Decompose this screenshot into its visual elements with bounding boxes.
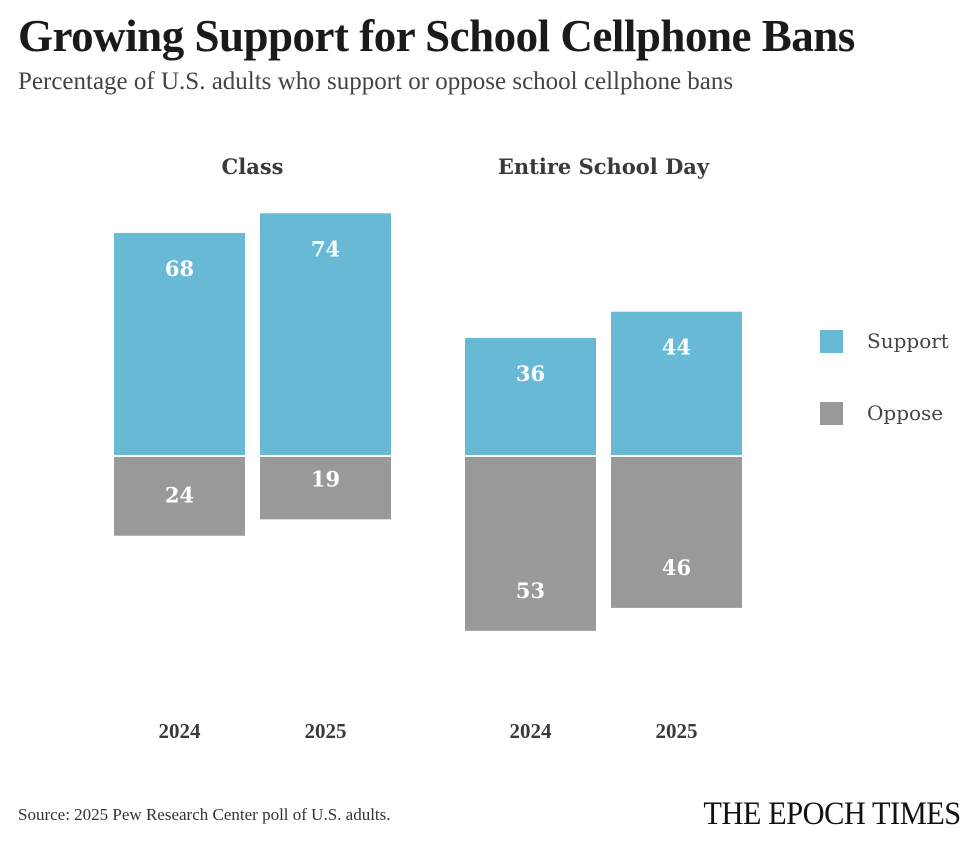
data-label-class-2025-support: 74 (311, 236, 340, 261)
bar-entire-school-day-2024-support (465, 337, 596, 455)
bar-entire-school-day-2024-oppose (465, 457, 596, 631)
group-title-entire-school-day: Entire School Day (498, 154, 710, 179)
x-tick-class-2024: 2024 (159, 719, 202, 743)
chart-subtitle: Percentage of U.S. adults who support or… (18, 68, 734, 95)
bar-class-2025-support (260, 213, 391, 455)
data-label-class-2024-support: 68 (165, 256, 194, 281)
data-label-class-2025-oppose: 19 (311, 466, 340, 491)
bar-class-2024-oppose (114, 457, 245, 536)
group-title-class: Class (222, 154, 284, 179)
bar-entire-school-day-2025-support (611, 311, 742, 455)
publisher-logo: THE EPOCH TIMES (703, 796, 962, 832)
chart-title: Growing Support for School Cellphone Ban… (18, 11, 855, 61)
legend-swatch-support (820, 330, 843, 353)
x-tick-entire-school-day-2025: 2025 (656, 719, 698, 743)
data-label-entire-school-day-2024-oppose: 53 (516, 578, 545, 603)
legend-label-support: Support (867, 329, 949, 353)
x-tick-class-2025: 2025 (305, 719, 347, 743)
bar-class-2024-support (114, 232, 245, 455)
data-label-class-2024-oppose: 24 (165, 483, 194, 508)
data-label-entire-school-day-2025-support: 44 (662, 335, 691, 360)
legend-label-oppose: Oppose (867, 401, 943, 425)
data-label-entire-school-day-2025-oppose: 46 (662, 555, 691, 580)
bar-entire-school-day-2025-oppose (611, 457, 742, 608)
bar-class-2025-oppose (260, 457, 391, 520)
x-tick-entire-school-day-2024: 2024 (510, 719, 553, 743)
data-label-entire-school-day-2024-support: 36 (516, 361, 545, 386)
legend-swatch-oppose (820, 402, 843, 425)
source-note: Source: 2025 Pew Research Center poll of… (18, 805, 391, 824)
